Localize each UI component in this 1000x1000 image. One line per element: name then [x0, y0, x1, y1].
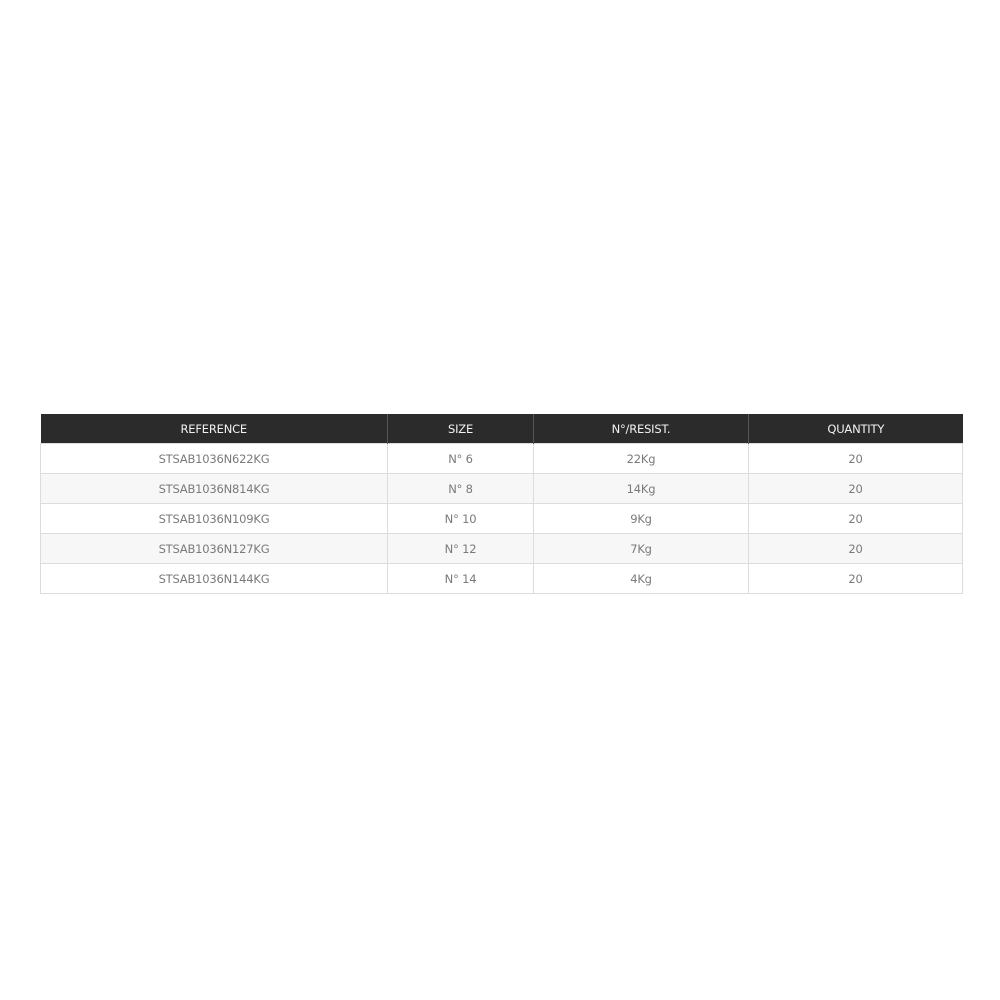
cell-resistance: 22Kg	[533, 443, 749, 474]
cell-quantity: 20	[748, 503, 963, 534]
cell-quantity: 20	[748, 473, 963, 504]
cell-quantity: 20	[748, 533, 963, 564]
cell-size: N° 14	[387, 563, 534, 594]
table-header-row: REFERENCE SIZE N°/RESIST. QUANTITY	[40, 414, 963, 444]
cell-resistance: 7Kg	[533, 533, 749, 564]
header-reference: REFERENCE	[40, 414, 388, 444]
cell-resistance: 9Kg	[533, 503, 749, 534]
cell-reference: STSAB1036N109KG	[40, 503, 388, 534]
cell-quantity: 20	[748, 563, 963, 594]
table-row: STSAB1036N144KG N° 14 4Kg 20	[40, 563, 963, 594]
table-row: STSAB1036N109KG N° 10 9Kg 20	[40, 503, 963, 534]
product-table: REFERENCE SIZE N°/RESIST. QUANTITY STSAB…	[40, 414, 963, 594]
header-size: SIZE	[387, 414, 534, 444]
cell-quantity: 20	[748, 443, 963, 474]
table-row: STSAB1036N814KG N° 8 14Kg 20	[40, 473, 963, 504]
cell-reference: STSAB1036N622KG	[40, 443, 388, 474]
table-row: STSAB1036N127KG N° 12 7Kg 20	[40, 533, 963, 564]
cell-size: N° 8	[387, 473, 534, 504]
cell-size: N° 6	[387, 443, 534, 474]
header-resistance: N°/RESIST.	[533, 414, 749, 444]
cell-resistance: 4Kg	[533, 563, 749, 594]
cell-reference: STSAB1036N814KG	[40, 473, 388, 504]
header-quantity: QUANTITY	[748, 414, 963, 444]
cell-resistance: 14Kg	[533, 473, 749, 504]
cell-reference: STSAB1036N127KG	[40, 533, 388, 564]
table-row: STSAB1036N622KG N° 6 22Kg 20	[40, 443, 963, 474]
cell-size: N° 12	[387, 533, 534, 564]
cell-size: N° 10	[387, 503, 534, 534]
cell-reference: STSAB1036N144KG	[40, 563, 388, 594]
